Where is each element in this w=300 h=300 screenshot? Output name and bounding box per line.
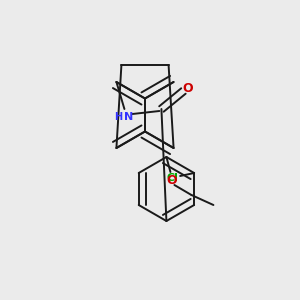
Text: O: O bbox=[182, 82, 193, 94]
Text: H: H bbox=[114, 112, 122, 122]
Text: N: N bbox=[124, 112, 133, 122]
Text: Cl: Cl bbox=[166, 173, 178, 183]
Text: O: O bbox=[166, 173, 177, 187]
